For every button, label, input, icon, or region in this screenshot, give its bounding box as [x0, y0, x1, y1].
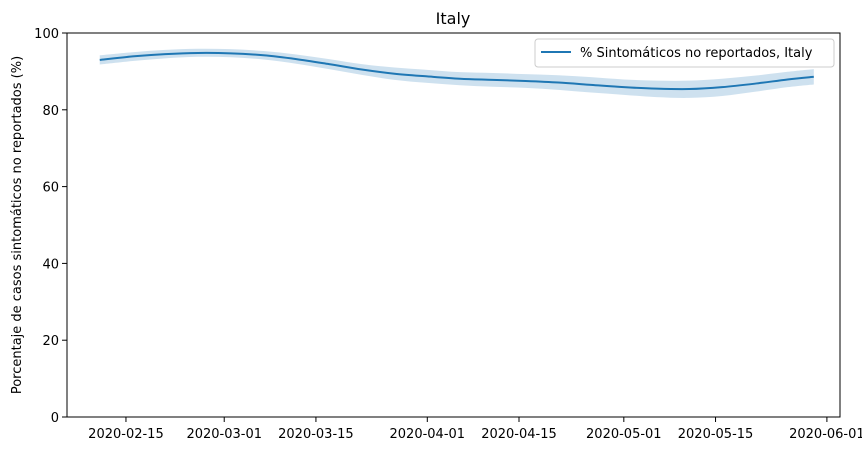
y-tick-label: 100 — [34, 27, 59, 42]
legend: % Sintomáticos no reportados, Italy — [534, 38, 835, 68]
y-tick-label: 40 — [42, 257, 59, 272]
x-tick-label: 2020-05-01 — [586, 427, 662, 442]
y-tick-label: 0 — [51, 411, 59, 426]
x-tick-label: 2020-04-01 — [390, 427, 466, 442]
confidence-band-layer — [99, 48, 814, 98]
y-tick-label: 20 — [42, 334, 59, 349]
y-axis: 0 20 40 60 80 100 — [34, 27, 67, 426]
y-tick-label: 60 — [42, 181, 59, 196]
chart-title: Italy — [436, 9, 471, 28]
y-axis-label: Porcentaje de casos sintomáticos no repo… — [10, 56, 25, 394]
legend-box — [534, 38, 835, 68]
x-tick-label: 2020-04-15 — [481, 427, 557, 442]
x-tick-label: 2020-02-15 — [88, 427, 164, 442]
x-tick-label: 2020-03-01 — [186, 427, 262, 442]
confidence-band-0 — [99, 48, 814, 98]
y-tick-label: 80 — [42, 104, 59, 119]
legend-entry-label: % Sintomáticos no reportados, Italy — [580, 46, 813, 61]
x-tick-label: 2020-05-15 — [678, 427, 754, 442]
series-line-layer — [99, 51, 814, 91]
plot-area — [66, 32, 841, 418]
x-tick-label: 2020-06-01 — [789, 427, 862, 442]
series-line-0 — [99, 51, 814, 91]
x-tick-label: 2020-03-15 — [278, 427, 354, 442]
x-axis: 2020-02-15 2020-03-01 2020-03-15 2020-04-01… — [88, 417, 862, 442]
